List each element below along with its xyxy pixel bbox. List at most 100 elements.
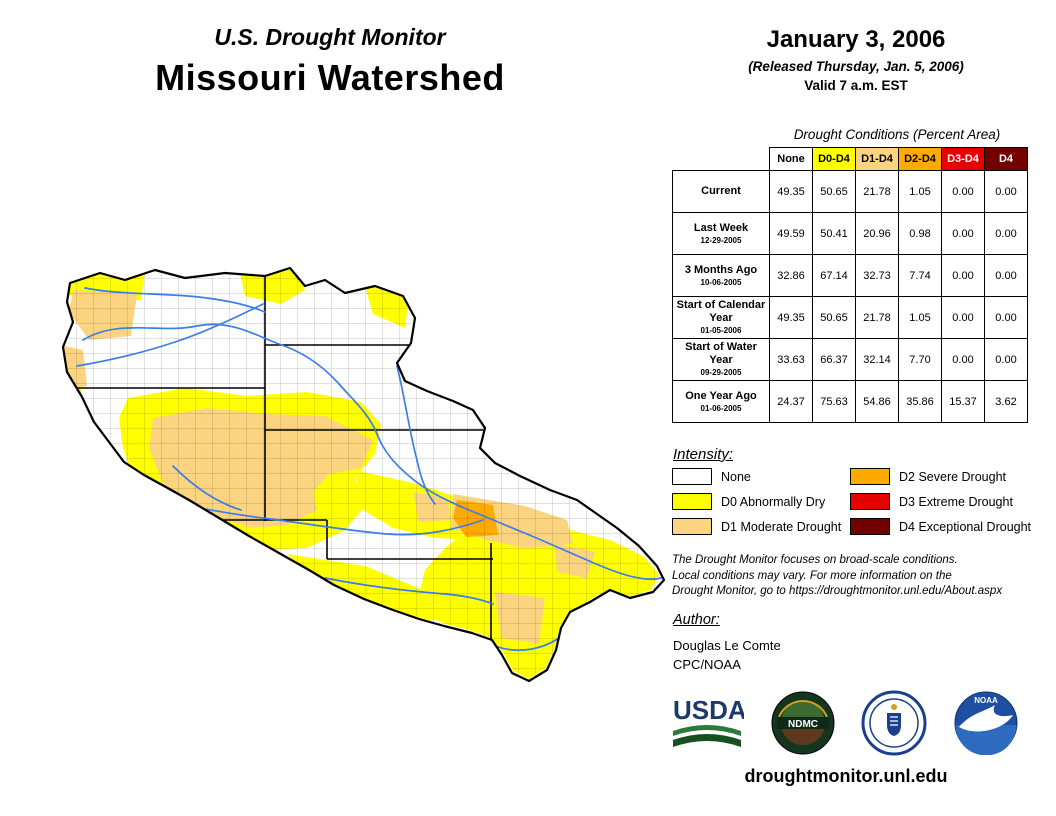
cell-value: 0.00 bbox=[941, 296, 985, 339]
noaa-text: NOAA bbox=[974, 696, 998, 705]
disclaimer-text: The Drought Monitor focuses on broad-sca… bbox=[672, 554, 1003, 598]
cell-value: 0.00 bbox=[941, 212, 985, 255]
author-name: Douglas Le Comte bbox=[673, 638, 781, 653]
table-row-one-year-ago: One Year Ago 01-06-2005 24.37 75.63 54.8… bbox=[672, 380, 1028, 423]
legend-swatch-none bbox=[672, 468, 712, 485]
row-label: One Year Ago bbox=[685, 389, 757, 402]
cell-value: 0.00 bbox=[941, 254, 985, 297]
legend-swatch-d0 bbox=[672, 493, 712, 510]
noaa-logo: NOAA bbox=[954, 691, 1018, 755]
cell-value: 0.00 bbox=[984, 170, 1028, 213]
cell-value: 21.78 bbox=[855, 170, 899, 213]
cell-value: 1.05 bbox=[898, 296, 942, 339]
cell-value: 49.35 bbox=[769, 296, 813, 339]
ndmc-logo: NDMC bbox=[771, 691, 835, 755]
region-title: Missouri Watershed bbox=[155, 57, 505, 98]
map-date: January 3, 2006 bbox=[766, 26, 946, 53]
cell-value: 54.86 bbox=[855, 380, 899, 423]
commerce-seal-icon bbox=[861, 690, 927, 756]
author-org: CPC/NOAA bbox=[673, 657, 741, 672]
drought-map bbox=[25, 248, 670, 713]
cell-value: 35.86 bbox=[898, 380, 942, 423]
agency-logos: USDA NDMC NOAA bbox=[670, 688, 1018, 758]
cell-value: 0.00 bbox=[941, 338, 985, 381]
table-row-3-months-ago: 3 Months Ago 10-06-2005 32.86 67.14 32.7… bbox=[672, 254, 1028, 297]
table-row-last-week: Last Week 12-29-2005 49.59 50.41 20.96 0… bbox=[672, 212, 1028, 255]
cell-value: 0.00 bbox=[984, 338, 1028, 381]
row-date: 10-06-2005 bbox=[700, 277, 742, 287]
col-d1-d4: D1-D4 bbox=[855, 147, 899, 171]
cell-value: 49.35 bbox=[769, 170, 813, 213]
col-d3-d4: D3-D4 bbox=[941, 147, 985, 171]
row-date: 12-29-2005 bbox=[700, 235, 742, 245]
table-header-row: None D0-D4 D1-D4 D2-D4 D3-D4 D4 bbox=[673, 147, 1028, 171]
released-date: (Released Thursday, Jan. 5, 2006) bbox=[748, 59, 964, 74]
cell-value: 50.65 bbox=[812, 170, 856, 213]
cell-value: 7.74 bbox=[898, 254, 942, 297]
usda-swoosh-top bbox=[673, 725, 741, 736]
watershed-map-svg bbox=[61, 266, 666, 683]
cell-value: 49.59 bbox=[769, 212, 813, 255]
usda-logo: USDA bbox=[673, 695, 744, 747]
watershed-outline bbox=[61, 266, 666, 683]
table-row-start-water-year: Start of Water Year 09-29-2005 33.63 66.… bbox=[672, 338, 1028, 381]
legend-item-d1: D1 Moderate Drought bbox=[672, 518, 841, 535]
table-caption: Drought Conditions (Percent Area) bbox=[793, 127, 1001, 142]
col-none: None bbox=[769, 147, 813, 171]
drought-conditions-table: None D0-D4 D1-D4 D2-D4 D3-D4 D4 Current … bbox=[672, 147, 1028, 423]
legend-title: Intensity: bbox=[673, 446, 734, 463]
legend-swatch-d2 bbox=[850, 468, 890, 485]
cell-value: 1.05 bbox=[898, 170, 942, 213]
header-spacer bbox=[673, 148, 770, 171]
title-block: U.S. Drought Monitor Missouri Watershed bbox=[110, 24, 550, 99]
row-label: Start of Calendar Year bbox=[676, 299, 766, 325]
row-date: 09-29-2005 bbox=[700, 368, 742, 378]
usda-swoosh-bottom bbox=[673, 734, 741, 747]
cell-value: 21.78 bbox=[855, 296, 899, 339]
date-block: January 3, 2006 (Released Thursday, Jan.… bbox=[690, 26, 1022, 93]
cell-value: 32.73 bbox=[855, 254, 899, 297]
legend-item-d3: D3 Extreme Drought bbox=[850, 493, 1013, 510]
legend-item-d0: D0 Abnormally Dry bbox=[672, 493, 825, 510]
ndmc-text: NDMC bbox=[788, 719, 818, 730]
legend-item-d4: D4 Exceptional Drought bbox=[850, 518, 1031, 535]
row-date: 01-06-2005 bbox=[700, 403, 742, 413]
cell-value: 0.00 bbox=[941, 170, 985, 213]
cell-value: 66.37 bbox=[812, 338, 856, 381]
valid-time: Valid 7 a.m. EST bbox=[804, 78, 908, 93]
cell-value: 0.98 bbox=[898, 212, 942, 255]
usda-text: USDA bbox=[673, 695, 744, 725]
footer-url: droughtmonitor.unl.edu bbox=[744, 766, 948, 786]
legend-item-d2: D2 Severe Drought bbox=[850, 468, 1006, 485]
cell-value: 33.63 bbox=[769, 338, 813, 381]
legend-swatch-d3 bbox=[850, 493, 890, 510]
cell-value: 24.37 bbox=[769, 380, 813, 423]
table-row-current: Current 49.35 50.65 21.78 1.05 0.00 0.00 bbox=[672, 170, 1028, 213]
cell-value: 0.00 bbox=[984, 254, 1028, 297]
legend-swatch-d1 bbox=[672, 518, 712, 535]
cell-value: 0.00 bbox=[984, 212, 1028, 255]
cell-value: 0.00 bbox=[984, 296, 1028, 339]
cell-value: 20.96 bbox=[855, 212, 899, 255]
row-label: 3 Months Ago bbox=[684, 263, 758, 276]
table-row-start-calendar-year: Start of Calendar Year 01-05-2006 49.35 … bbox=[672, 296, 1028, 339]
county-grid bbox=[63, 268, 664, 681]
col-d4: D4 bbox=[984, 147, 1028, 171]
report-title: U.S. Drought Monitor bbox=[214, 24, 446, 50]
author-heading: Author: bbox=[673, 612, 720, 628]
col-d0-d4: D0-D4 bbox=[812, 147, 856, 171]
row-label: Start of Water Year bbox=[685, 341, 757, 367]
cell-value: 32.14 bbox=[855, 338, 899, 381]
cell-value: 7.70 bbox=[898, 338, 942, 381]
cell-value: 75.63 bbox=[812, 380, 856, 423]
legend-item-none: None bbox=[672, 468, 751, 485]
col-d2-d4: D2-D4 bbox=[898, 147, 942, 171]
cell-value: 3.62 bbox=[984, 380, 1028, 423]
cell-value: 67.14 bbox=[812, 254, 856, 297]
cell-value: 32.86 bbox=[769, 254, 813, 297]
legend-swatch-d4 bbox=[850, 518, 890, 535]
row-label: Current bbox=[701, 184, 741, 197]
cell-value: 15.37 bbox=[941, 380, 985, 423]
cell-value: 50.41 bbox=[812, 212, 856, 255]
